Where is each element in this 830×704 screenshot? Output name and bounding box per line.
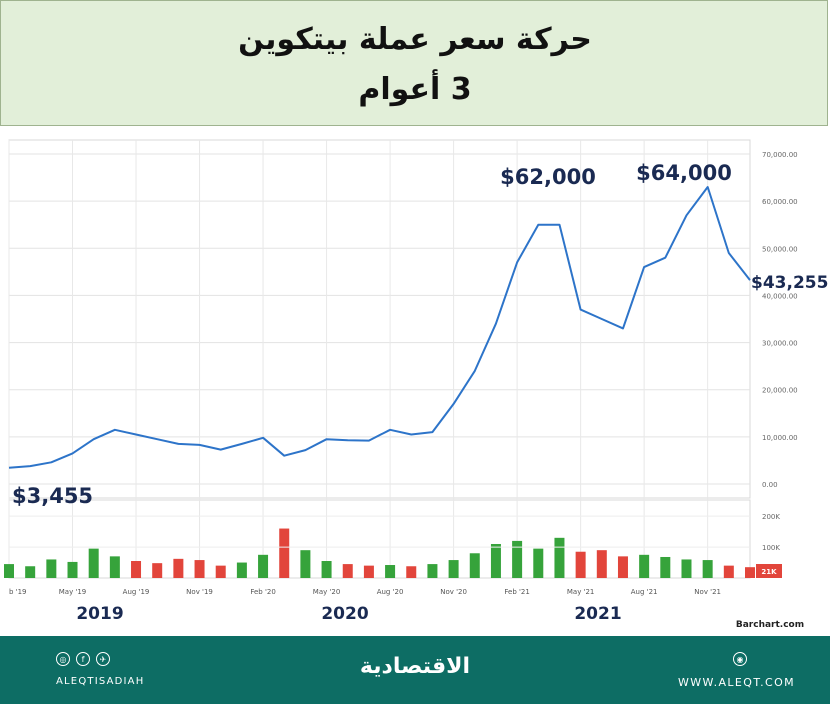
volume-bar: [596, 550, 607, 578]
volume-bar: [109, 556, 120, 578]
volume-bar: [745, 567, 755, 578]
volume-bar: [194, 560, 205, 578]
social-handle: ALEQTISADIAH: [56, 676, 145, 687]
y-tick-label: 0.00: [762, 481, 778, 489]
y-tick-label: 20,000.00: [762, 387, 798, 395]
source-label: Barchart.com: [736, 620, 804, 630]
x-tick-label: Feb '20: [250, 588, 275, 596]
x-tick-label: Nov '20: [440, 588, 467, 596]
volume-bar: [300, 550, 311, 578]
volume-bar: [215, 565, 226, 578]
annotation-peak-2021-a: $62,000: [500, 165, 596, 189]
price-line: [8, 186, 751, 469]
y-tick-label: 10,000.00: [762, 434, 798, 442]
volume-bar: [321, 561, 332, 578]
x-tick-label: May '20: [313, 588, 341, 596]
volume-bar: [4, 564, 14, 578]
volume-bar: [554, 537, 565, 578]
annotation-start-price: $3,455: [12, 484, 93, 508]
x-tick-label: Aug '21: [631, 588, 658, 596]
y-tick-label: 30,000.00: [762, 340, 798, 348]
volume-bar: [723, 565, 734, 578]
publisher-logo: الاقتصادية: [359, 654, 471, 679]
instagram-icon[interactable]: ◎: [56, 652, 70, 666]
volume-bar: [88, 548, 99, 578]
volume-bar: [342, 564, 353, 578]
y-tick-label: 40,000.00: [762, 292, 798, 300]
web-icon[interactable]: ◉: [733, 652, 747, 666]
bitcoin-price-chart: 0.00 10,000.00 20,000.00 30,000.00 40,000.00…: [4, 139, 828, 630]
volume-bar: [490, 544, 501, 578]
year-label: 2020: [321, 604, 368, 624]
volume-bar: [512, 540, 523, 578]
y-tick-label: 50,000.00: [762, 245, 798, 253]
volume-bar: [427, 564, 438, 578]
facebook-icon[interactable]: f: [76, 652, 90, 666]
volume-bar: [406, 566, 417, 578]
x-tick-label: Feb '21: [504, 588, 529, 596]
x-tick-label: Aug '19: [123, 588, 150, 596]
volume-bar: [617, 556, 628, 578]
current-volume-badge: [756, 564, 782, 578]
website-link[interactable]: WWW.ALEQT.COM: [678, 676, 796, 689]
year-label: 2019: [76, 604, 123, 624]
x-tick-label: May '19: [59, 588, 87, 596]
y-tick-label: 70,000.00: [762, 151, 798, 159]
volume-bar: [448, 560, 459, 578]
volume-bar: [173, 558, 184, 578]
volume-tick-label: 100K: [762, 544, 780, 552]
volume-bar: [258, 554, 269, 578]
price-plot-frame: [8, 139, 751, 499]
volume-bar: [46, 559, 57, 578]
volume-bar: [279, 528, 290, 578]
x-tick-label: May '21: [567, 588, 595, 596]
volume-plot-frame: [8, 499, 751, 579]
volume-tick-label: 200K: [762, 513, 780, 521]
twitter-icon[interactable]: ✈: [96, 652, 110, 666]
volume-bar: [25, 566, 36, 578]
chart-subtitle: 3 أعوام: [358, 72, 472, 107]
current-volume-label: 21K: [761, 568, 777, 576]
volume-bar: [385, 565, 396, 578]
volume-bar: [67, 561, 78, 578]
volume-bar: [363, 565, 374, 578]
annotation-peak-2021-b: $64,000: [636, 161, 732, 185]
x-tick-label: Aug '20: [377, 588, 404, 596]
year-label: 2021: [574, 604, 621, 624]
annotation-current-price: $43,255: [751, 273, 828, 293]
volume-bar: [639, 554, 650, 578]
x-tick-label: Nov '21: [694, 588, 721, 596]
footer-bar: ◎ f ✈ ALEQTISADIAH الاقتصادية ◉ WWW.ALEQ…: [0, 636, 830, 704]
x-tick-label: Nov '19: [186, 588, 213, 596]
x-tick-label: b '19: [9, 588, 27, 596]
volume-bar: [660, 556, 671, 578]
volume-bar: [702, 560, 713, 578]
volume-bar: [236, 562, 247, 578]
volume-bar: [575, 551, 586, 578]
header-panel: [0, 0, 828, 126]
volume-bar: [469, 553, 480, 578]
volume-bar: [681, 559, 692, 578]
volume-bar: [533, 548, 544, 578]
volume-bar: [152, 563, 163, 578]
volume-bar: [131, 561, 142, 578]
y-tick-label: 60,000.00: [762, 198, 798, 206]
chart-title: حركة سعر عملة بيتكوين: [238, 22, 592, 57]
